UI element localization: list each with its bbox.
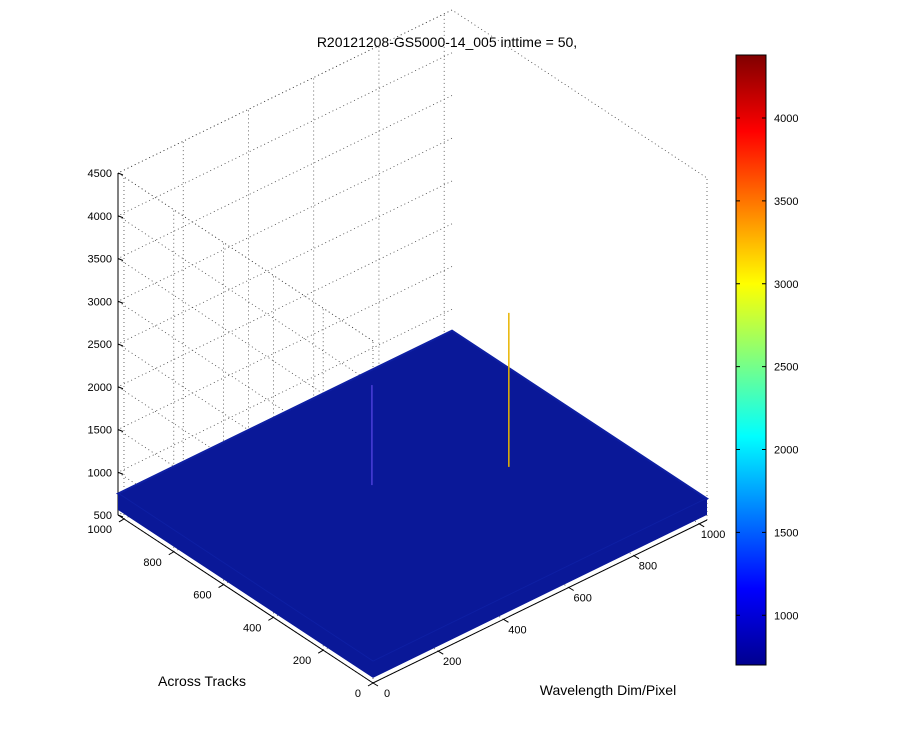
chart-title: R20121208-GS5000-14_005 inttime = 50, <box>317 34 577 50</box>
z-tick-label: 500 <box>94 510 112 522</box>
colorbar-tick-label: 1500 <box>774 527 798 539</box>
x-tick-label: 0 <box>384 688 390 700</box>
colorbar-ticks: 1000 1500 2000 2500 3000 3500 4000 <box>736 113 798 622</box>
surface-skirt-front-left <box>118 493 373 678</box>
colorbar-tick-label: 1000 <box>774 610 798 622</box>
z-tick-mark <box>117 172 124 176</box>
x-tick-label: 1000 <box>701 529 725 541</box>
z-tick-mark <box>117 215 124 219</box>
surface <box>115 329 710 678</box>
y-tick-label: 400 <box>243 622 261 634</box>
z-tick-label: 1500 <box>88 425 112 437</box>
z-tick-label: 3500 <box>88 254 112 266</box>
y-tick-label: 1000 <box>87 524 111 536</box>
z-tick-mark <box>117 471 124 475</box>
colorbar-tick-label: 3500 <box>774 196 798 208</box>
z-tick-mark <box>117 343 124 347</box>
y-tick-mark <box>268 616 274 621</box>
z-tick-label: 1000 <box>88 467 112 479</box>
y-tick-mark <box>218 584 224 588</box>
y-tick-mark <box>118 518 125 523</box>
surface-plane <box>115 329 710 663</box>
z-tick-mark <box>117 386 124 390</box>
tick-labels: 5001000150020002500300035004000450002004… <box>87 168 725 700</box>
x-tick-mark <box>633 555 640 560</box>
colorbar-tick-label: 3000 <box>774 279 798 291</box>
x-tick-mark <box>437 650 444 655</box>
z-tick-label: 4500 <box>88 168 112 180</box>
x-tick-mark <box>698 523 705 528</box>
y-tick-label: 200 <box>293 655 311 667</box>
y-axis-line <box>117 514 374 684</box>
y-tick-mark <box>367 682 374 687</box>
colorbar-tick-label: 4000 <box>774 113 798 125</box>
surface-skirt-front-right <box>373 498 707 678</box>
colorbar-gradient <box>735 54 767 666</box>
z-tick-label: 2500 <box>88 339 112 351</box>
gridline-z <box>117 9 453 342</box>
x-axis-label: Wavelength Dim/Pixel <box>540 682 676 698</box>
y-axis-label: Across Tracks <box>158 673 246 689</box>
colorbar: 1000 1500 2000 2500 3000 3500 4000 <box>735 54 798 666</box>
y-tick-mark <box>317 649 324 654</box>
x-tick-mark <box>503 618 509 623</box>
z-tick-mark <box>117 514 124 518</box>
x-tick-mark <box>568 587 574 591</box>
z-tick-label: 2000 <box>88 382 112 394</box>
colorbar-tick-label: 2000 <box>774 445 798 457</box>
y-tick-label: 800 <box>143 557 161 569</box>
x-axis-line <box>372 519 708 684</box>
z-tick-mark <box>117 300 124 304</box>
x-tick-label: 800 <box>639 561 657 573</box>
x-tick-mark <box>372 682 379 687</box>
x-tick-label: 600 <box>574 592 592 604</box>
z-tick-mark <box>117 258 124 261</box>
y-tick-label: 600 <box>193 590 211 602</box>
spikes <box>371 312 510 486</box>
colorbar-tick-label: 2500 <box>774 362 798 374</box>
top-outline <box>117 9 708 342</box>
z-tick-mark <box>117 429 124 432</box>
y-tick-mark <box>168 551 175 556</box>
gridline-z <box>117 52 453 385</box>
y-tick-label: 0 <box>355 688 361 700</box>
x-tick-label: 200 <box>443 656 461 668</box>
z-tick-label: 4000 <box>88 211 112 223</box>
x-tick-label: 400 <box>508 624 526 636</box>
z-tick-label: 3000 <box>88 296 112 308</box>
